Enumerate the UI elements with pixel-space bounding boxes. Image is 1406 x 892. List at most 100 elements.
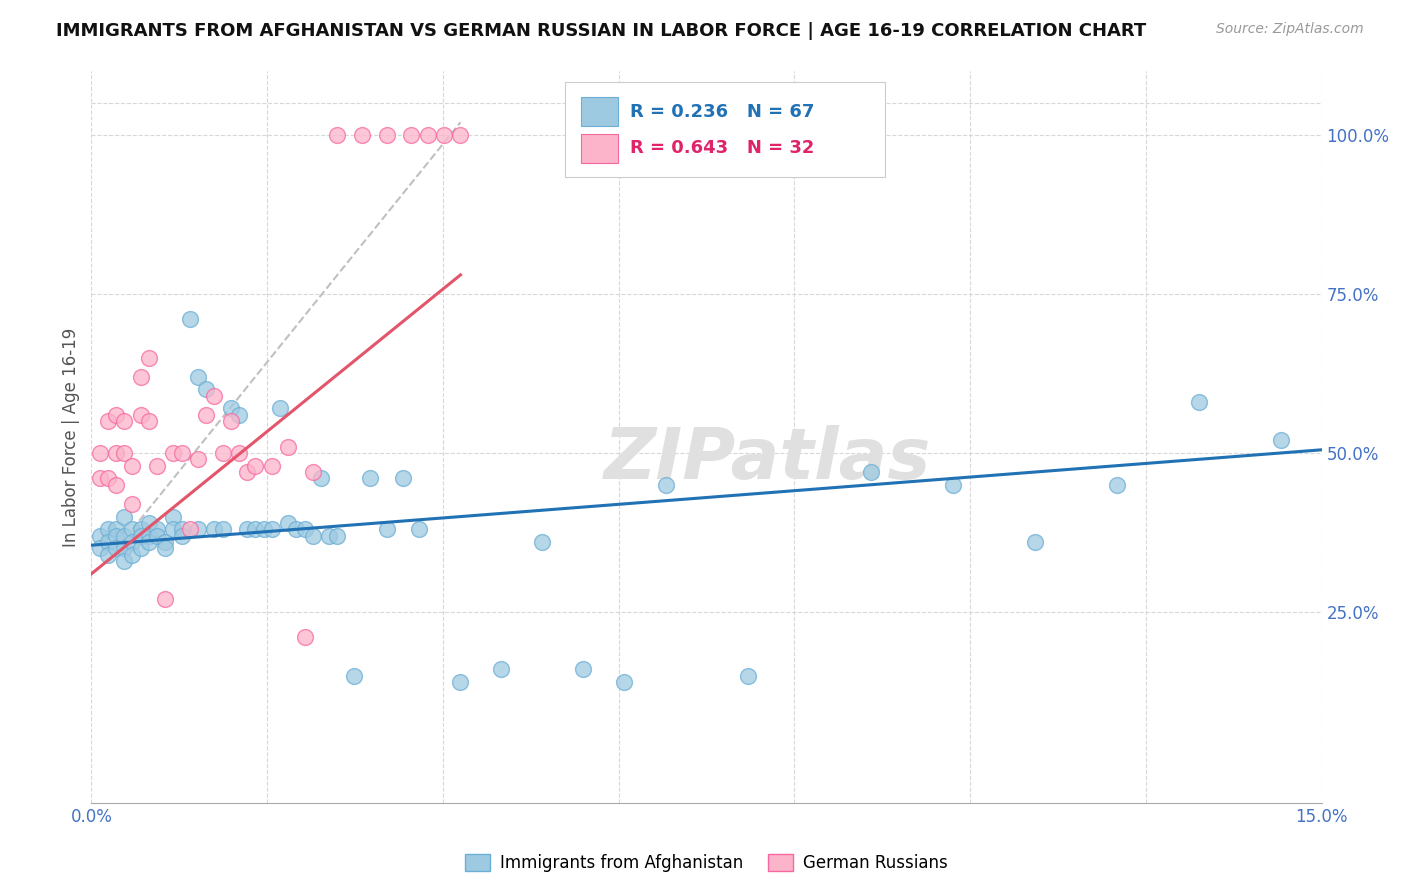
Point: [146, 522, 169, 536]
Point: [89, 529, 111, 543]
Point: [89, 471, 111, 485]
Point: [112, 541, 135, 556]
Point: [105, 522, 127, 536]
Point: [187, 452, 209, 467]
Text: IMMIGRANTS FROM AFGHANISTAN VS GERMAN RUSSIAN IN LABOR FORCE | AGE 16-19 CORRELA: IMMIGRANTS FROM AFGHANISTAN VS GERMAN RU…: [56, 22, 1146, 40]
Point: [375, 522, 398, 536]
Point: [195, 408, 218, 422]
Point: [294, 631, 316, 645]
Point: [219, 414, 242, 428]
Point: [202, 389, 225, 403]
Point: [859, 465, 882, 479]
Point: [138, 535, 160, 549]
Point: [228, 446, 250, 460]
Point: [1105, 477, 1128, 491]
Point: [129, 522, 152, 536]
Point: [277, 516, 299, 530]
Point: [654, 477, 676, 491]
Point: [449, 128, 471, 142]
Point: [392, 471, 415, 485]
Text: ZIPatlas: ZIPatlas: [605, 425, 932, 493]
Point: [121, 535, 143, 549]
Point: [326, 529, 349, 543]
Point: [187, 522, 209, 536]
Point: [245, 458, 267, 473]
Point: [138, 529, 160, 543]
Point: [170, 522, 193, 536]
Point: [105, 477, 127, 491]
Point: [531, 535, 554, 549]
Point: [179, 312, 201, 326]
Point: [245, 522, 267, 536]
Point: [97, 535, 120, 549]
Point: [343, 668, 366, 682]
Point: [146, 529, 169, 543]
Point: [326, 128, 349, 142]
Point: [236, 522, 259, 536]
Point: [449, 675, 471, 690]
Point: [572, 662, 595, 676]
Text: R = 0.643   N = 32: R = 0.643 N = 32: [630, 139, 814, 157]
FancyBboxPatch shape: [581, 97, 617, 126]
Point: [153, 535, 177, 549]
Point: [170, 446, 193, 460]
Point: [89, 541, 111, 556]
Text: Source: ZipAtlas.com: Source: ZipAtlas.com: [1216, 22, 1364, 37]
Point: [187, 369, 209, 384]
Point: [301, 465, 323, 479]
Text: R = 0.236   N = 67: R = 0.236 N = 67: [630, 103, 814, 120]
Point: [129, 408, 152, 422]
Point: [97, 548, 120, 562]
Point: [408, 522, 430, 536]
Legend: Immigrants from Afghanistan, German Russians: Immigrants from Afghanistan, German Russ…: [458, 847, 955, 879]
Point: [195, 383, 218, 397]
Point: [112, 529, 135, 543]
Point: [942, 477, 965, 491]
Point: [112, 509, 135, 524]
Point: [211, 522, 233, 536]
Point: [162, 522, 184, 536]
Point: [285, 522, 308, 536]
Point: [269, 401, 291, 416]
Point: [162, 446, 184, 460]
Point: [260, 522, 283, 536]
Point: [121, 497, 143, 511]
Point: [236, 465, 259, 479]
Point: [359, 471, 381, 485]
Point: [97, 522, 120, 536]
FancyBboxPatch shape: [581, 134, 617, 162]
Point: [129, 369, 152, 384]
Point: [1024, 535, 1046, 549]
Point: [1187, 395, 1209, 409]
Point: [211, 446, 233, 460]
Point: [146, 458, 169, 473]
Point: [138, 516, 160, 530]
Point: [613, 675, 636, 690]
Point: [105, 408, 127, 422]
Point: [97, 414, 120, 428]
Point: [416, 128, 439, 142]
Point: [491, 662, 513, 676]
Point: [121, 522, 143, 536]
Point: [318, 529, 340, 543]
Point: [228, 408, 250, 422]
Point: [219, 401, 242, 416]
Point: [105, 446, 127, 460]
Point: [1270, 434, 1292, 448]
Point: [309, 471, 332, 485]
Point: [294, 522, 316, 536]
Point: [153, 541, 177, 556]
Point: [89, 446, 111, 460]
Point: [112, 554, 135, 568]
Point: [138, 414, 160, 428]
Point: [121, 548, 143, 562]
Point: [260, 458, 283, 473]
Point: [105, 541, 127, 556]
FancyBboxPatch shape: [565, 82, 884, 178]
Point: [399, 128, 422, 142]
Point: [97, 471, 120, 485]
Point: [112, 414, 135, 428]
Point: [253, 522, 276, 536]
Point: [138, 351, 160, 365]
Point: [433, 128, 456, 142]
